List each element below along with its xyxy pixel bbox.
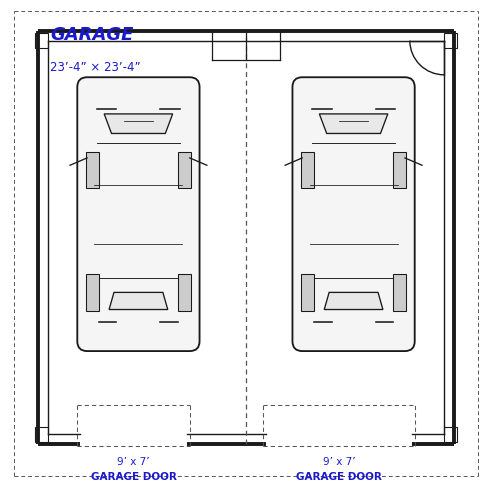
Text: 9’ x 7’: 9’ x 7’ (117, 456, 150, 466)
Text: 9’ x 7’: 9’ x 7’ (323, 456, 355, 466)
Polygon shape (109, 293, 168, 310)
Bar (444, 427, 457, 442)
Bar (35, 427, 48, 442)
Bar (178, 274, 191, 311)
Text: 23’-4” × 23’-4”: 23’-4” × 23’-4” (50, 61, 141, 74)
Polygon shape (104, 115, 173, 134)
Bar (393, 152, 406, 189)
FancyBboxPatch shape (77, 78, 200, 351)
FancyBboxPatch shape (292, 78, 415, 351)
Bar (301, 152, 314, 189)
Bar (393, 274, 406, 311)
Bar (178, 152, 191, 189)
Text: GARAGE: GARAGE (50, 26, 134, 44)
Polygon shape (319, 115, 388, 134)
Bar (86, 274, 99, 311)
Text: GARAGE DOOR: GARAGE DOOR (91, 471, 177, 481)
Text: GARAGE DOOR: GARAGE DOOR (296, 471, 382, 481)
Bar (301, 274, 314, 311)
Bar (86, 152, 99, 189)
Bar (444, 34, 457, 49)
Bar (35, 34, 48, 49)
Polygon shape (324, 293, 383, 310)
